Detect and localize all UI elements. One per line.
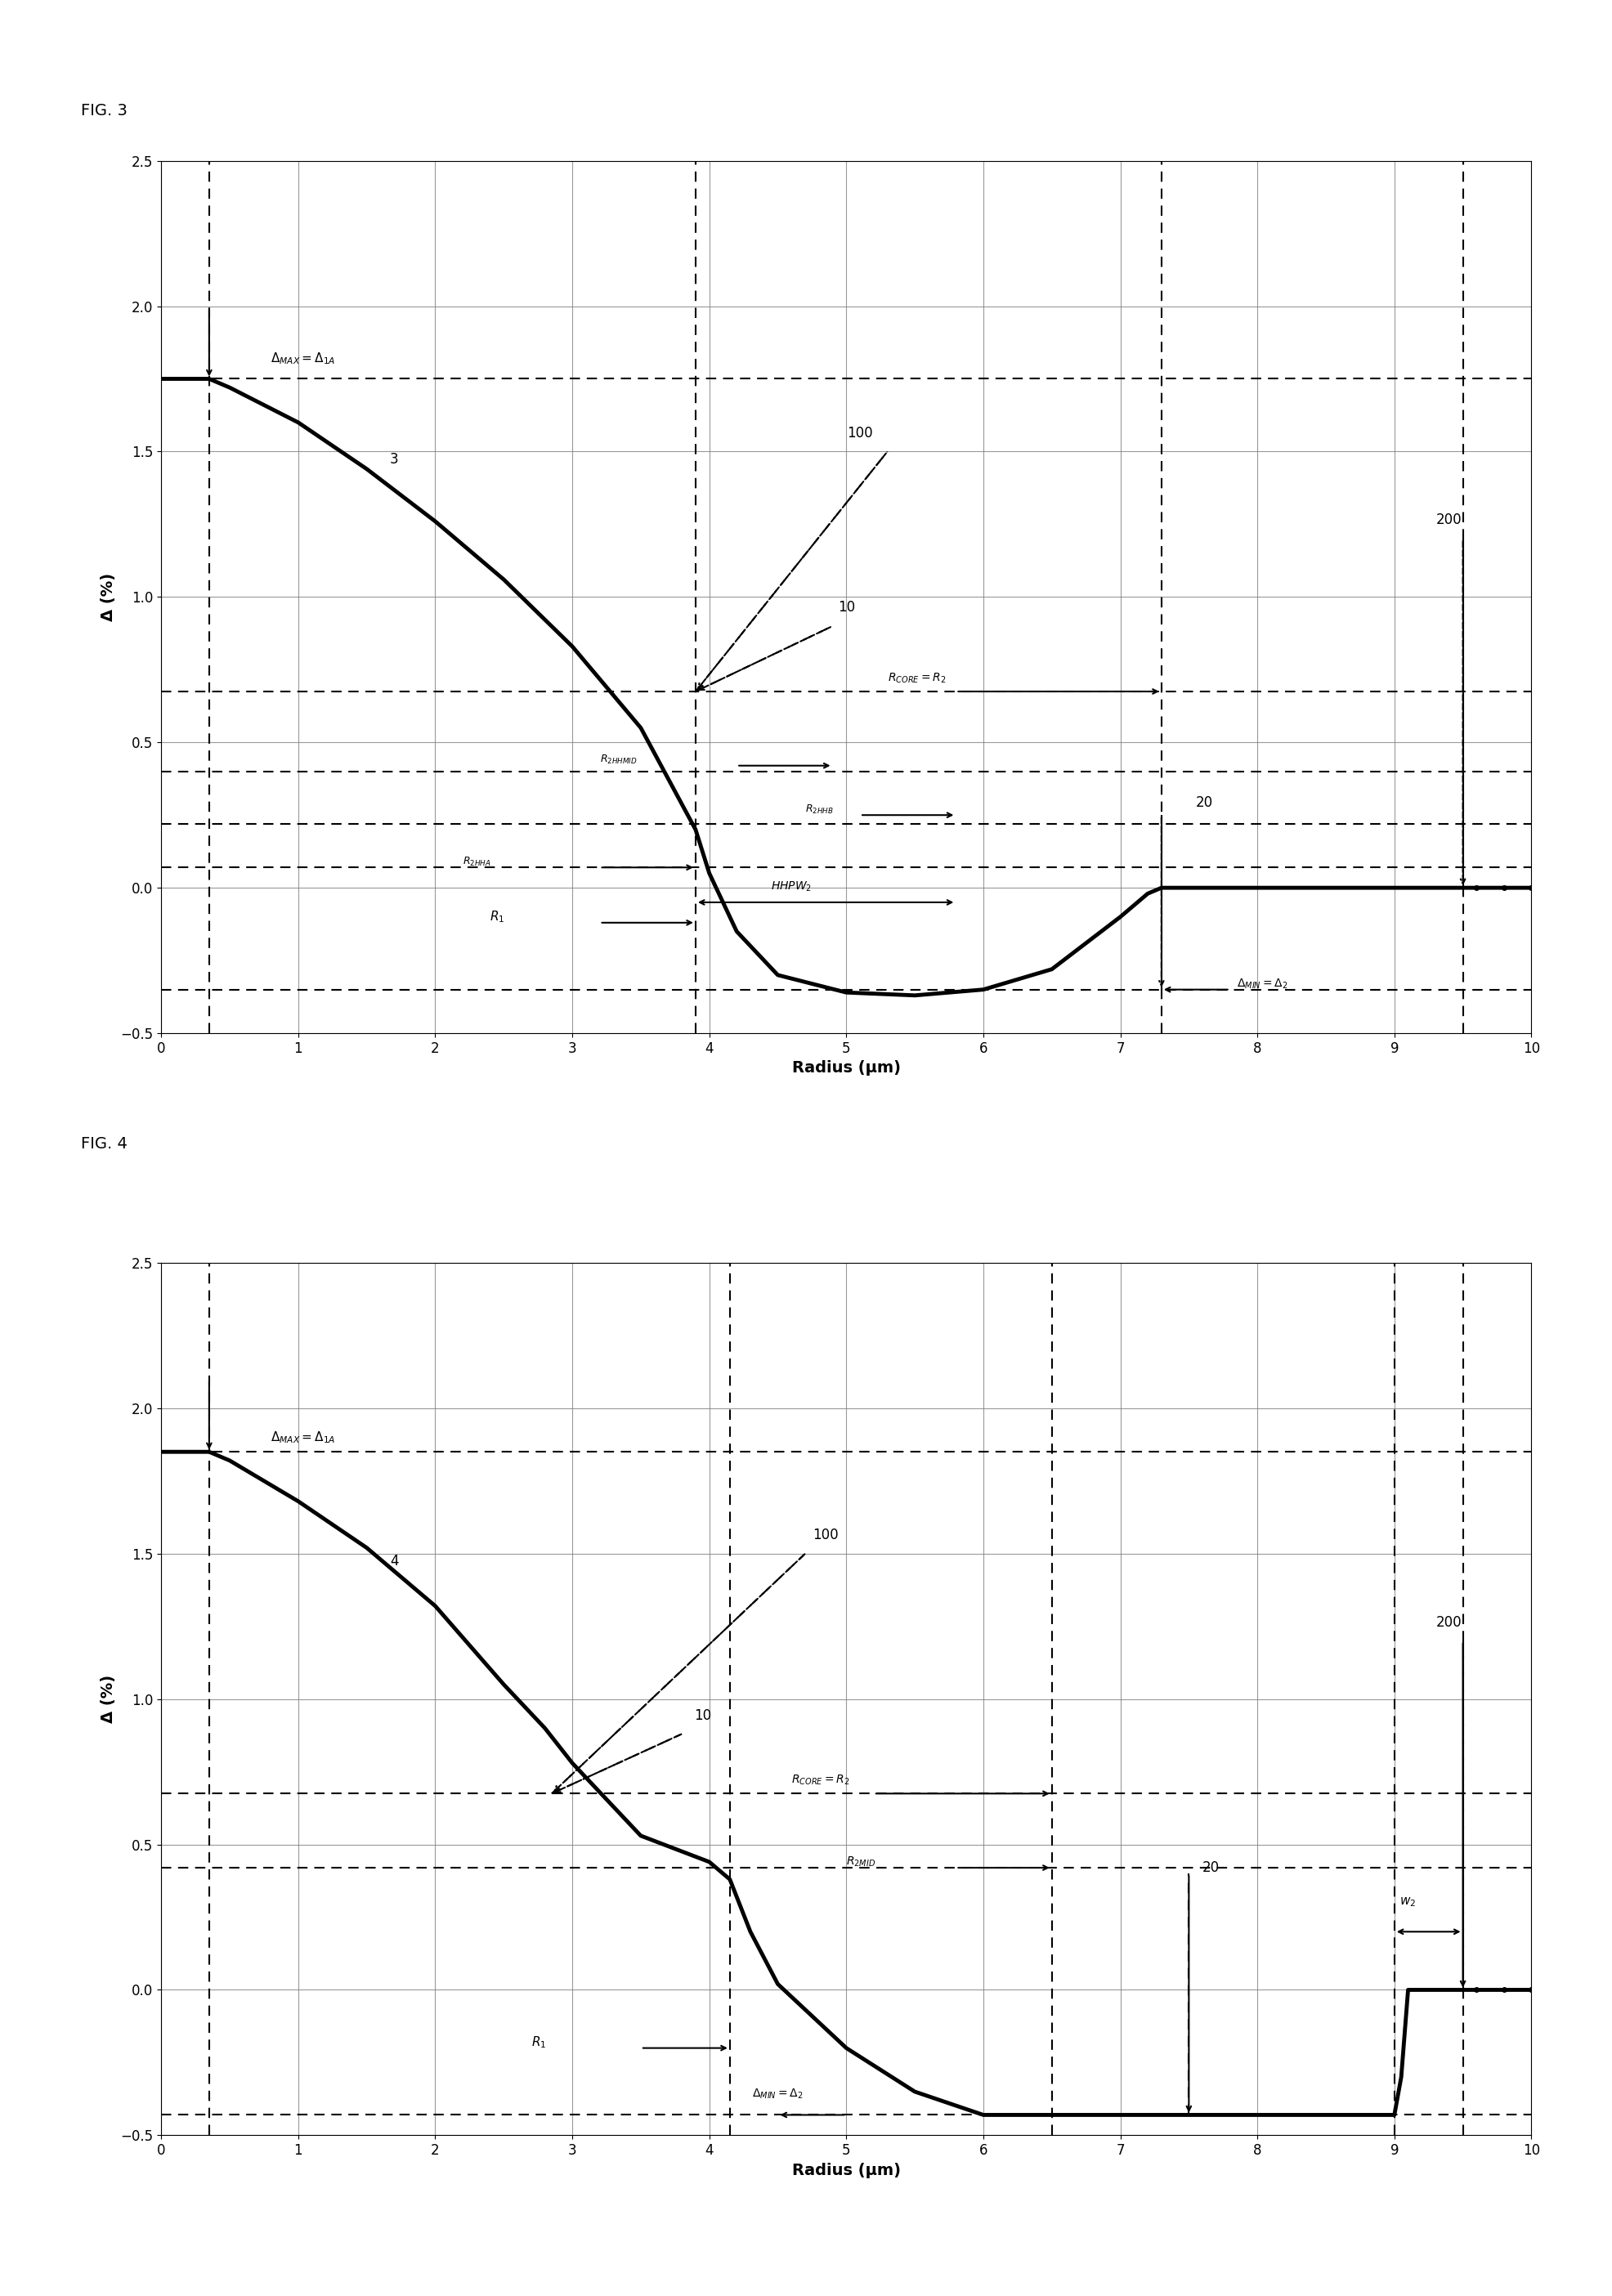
Y-axis label: Δ (%): Δ (%) <box>100 1674 116 1724</box>
X-axis label: Radius (μm): Radius (μm) <box>791 1061 901 1077</box>
Text: 20: 20 <box>1203 1860 1220 1876</box>
Text: 4: 4 <box>390 1554 398 1568</box>
Text: $R_1$: $R_1$ <box>490 909 505 925</box>
Y-axis label: Δ (%): Δ (%) <box>100 572 116 622</box>
Text: 10: 10 <box>693 1708 711 1722</box>
Text: $R_{2HHMID}$: $R_{2HHMID}$ <box>600 753 637 767</box>
Text: $R_{2MID}$: $R_{2MID}$ <box>846 1855 875 1869</box>
Text: 100: 100 <box>812 1527 838 1543</box>
Text: $\Delta_{MIN}=\Delta_2$: $\Delta_{MIN}=\Delta_2$ <box>1236 978 1288 990</box>
Text: $R_{2HHA}$: $R_{2HHA}$ <box>463 856 492 868</box>
Text: $R_{CORE}=R_2$: $R_{CORE}=R_2$ <box>887 673 946 684</box>
Text: FIG. 3: FIG. 3 <box>81 103 127 119</box>
Text: $HHPW_2$: $HHPW_2$ <box>771 879 812 893</box>
Text: $R_{2HHB}$: $R_{2HHB}$ <box>806 804 833 815</box>
Text: $\Delta_{MAX}=\Delta_{1A}$: $\Delta_{MAX}=\Delta_{1A}$ <box>271 351 335 365</box>
Text: FIG. 4: FIG. 4 <box>81 1137 127 1153</box>
Text: 10: 10 <box>838 599 854 615</box>
Text: $\Delta_{MAX}=\Delta_{1A}$: $\Delta_{MAX}=\Delta_{1A}$ <box>271 1430 335 1444</box>
Text: 200: 200 <box>1436 512 1462 528</box>
Text: 200: 200 <box>1436 1614 1462 1630</box>
Text: $R_{CORE}=R_2$: $R_{CORE}=R_2$ <box>791 1775 850 1786</box>
Text: $\Delta_{MIN}=\Delta_2$: $\Delta_{MIN}=\Delta_2$ <box>753 2087 803 2101</box>
Text: $R_1$: $R_1$ <box>532 2034 546 2050</box>
Text: $w_2$: $w_2$ <box>1399 1896 1417 1908</box>
Text: 3: 3 <box>390 452 398 466</box>
Text: 20: 20 <box>1196 794 1212 810</box>
Text: 100: 100 <box>846 425 874 441</box>
X-axis label: Radius (μm): Radius (μm) <box>791 2163 901 2179</box>
